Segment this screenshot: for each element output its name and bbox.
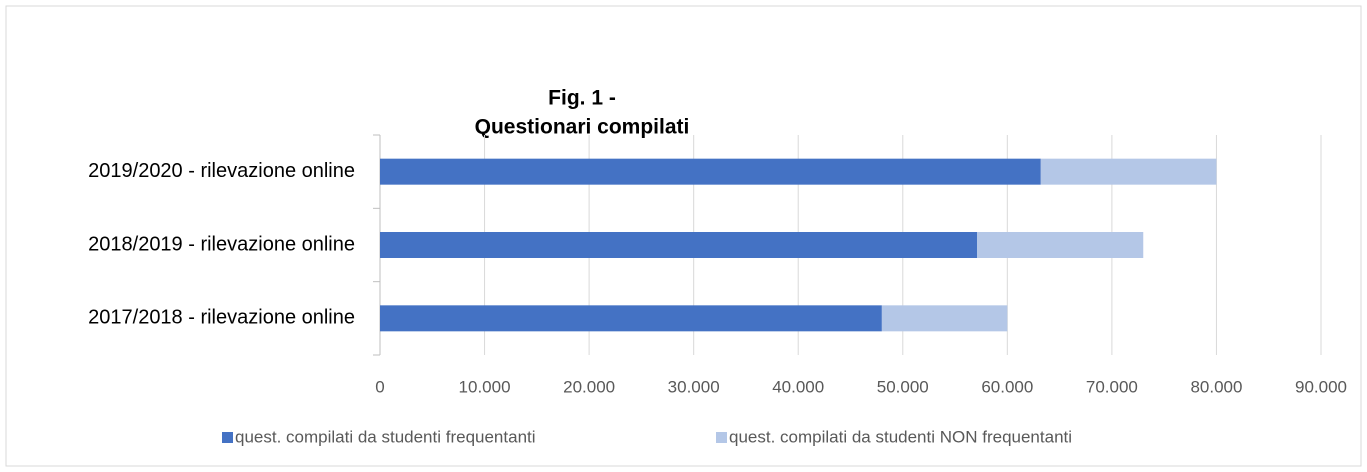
- y-tick-label: 2017/2018 - rilevazione online: [88, 307, 355, 329]
- x-tick-label: 70.000: [1086, 377, 1138, 396]
- chart-title: Fig. 1 -: [548, 87, 616, 110]
- bar: [380, 305, 882, 332]
- x-tick-label: 90.000: [1295, 377, 1347, 396]
- x-tick-label: 30.000: [668, 377, 720, 396]
- x-tick-label: 60.000: [981, 377, 1033, 396]
- chart-title: Questionari compilati: [475, 116, 690, 139]
- legend-swatch: [222, 432, 233, 443]
- y-tick-label: 2018/2019 - rilevazione online: [88, 233, 355, 255]
- bar: [1040, 158, 1217, 185]
- x-tick-label: 20.000: [563, 377, 615, 396]
- x-tick-label: 80.000: [1190, 377, 1242, 396]
- bar: [977, 232, 1144, 258]
- bar: [380, 158, 1041, 185]
- x-tick-label: 0: [375, 377, 384, 396]
- x-tick-label: 40.000: [772, 377, 824, 396]
- x-tick-label: 10.000: [459, 377, 511, 396]
- x-tick-label: 50.000: [877, 377, 929, 396]
- bar: [881, 305, 1008, 332]
- legend-label: quest. compilati da studenti NON frequen…: [729, 427, 1072, 446]
- legend-swatch: [716, 432, 727, 443]
- bar: [380, 232, 978, 258]
- legend-label: quest. compilati da studenti frequentant…: [235, 427, 536, 446]
- y-tick-label: 2019/2020 - rilevazione online: [88, 160, 355, 182]
